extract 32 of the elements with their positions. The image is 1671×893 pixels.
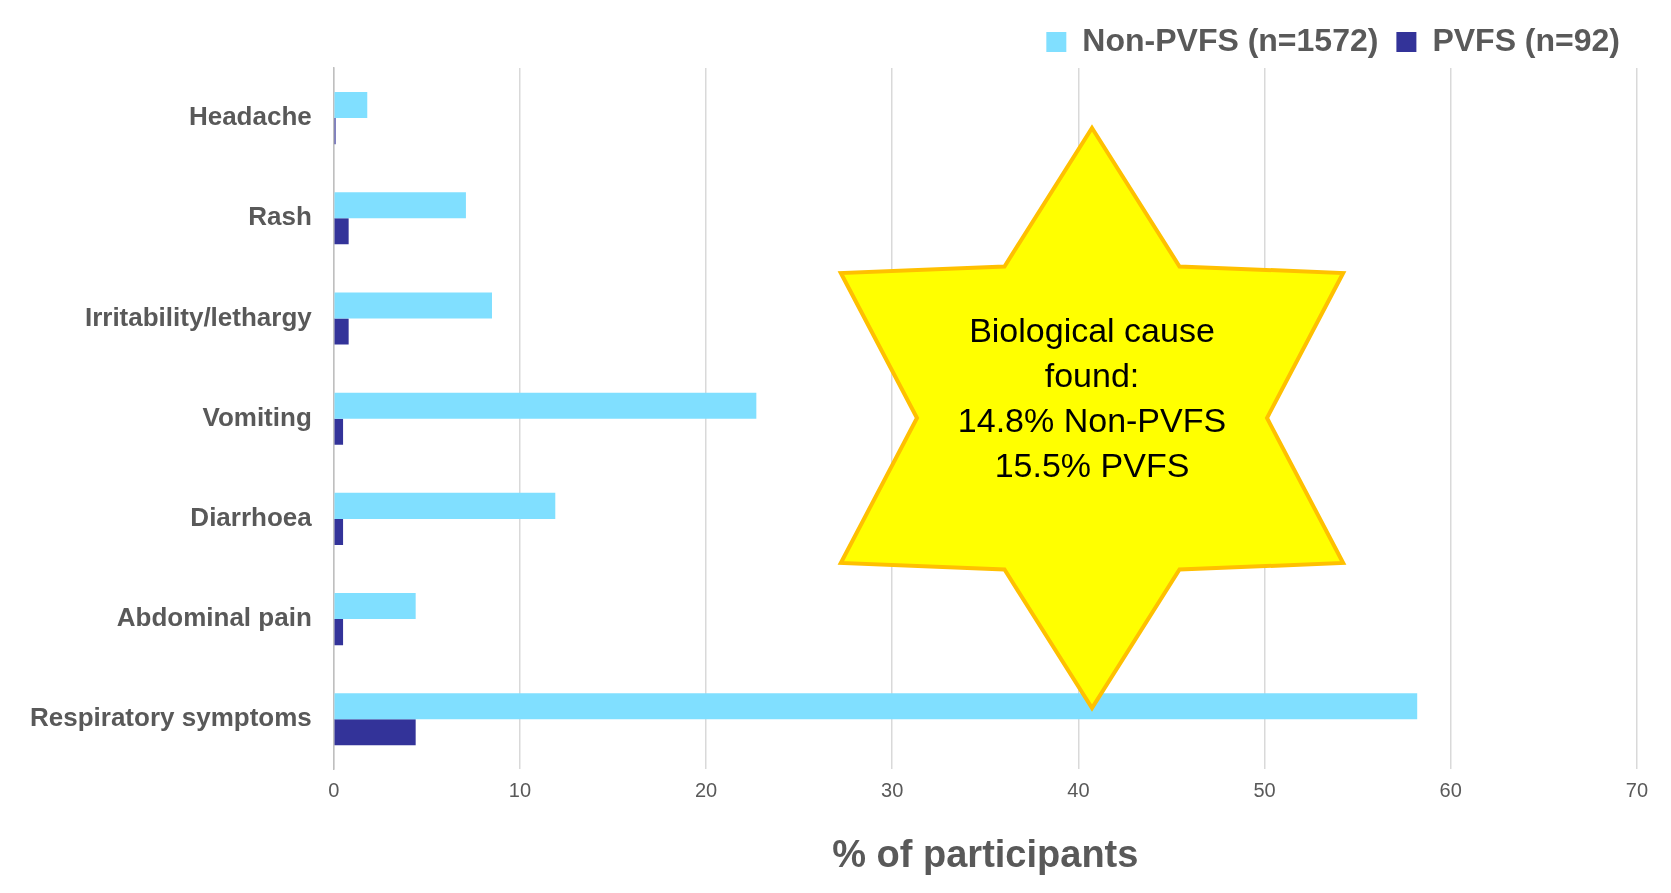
y-tick-label: Irritability/lethargy xyxy=(84,301,313,332)
x-tick-label: 10 xyxy=(508,778,532,801)
y-tick-label: Abdominal pain xyxy=(116,602,312,633)
annotation: Biological cause found: 14.8% Non-PVFS 15.5% PVFS xyxy=(956,310,1228,486)
x-tick-label: 20 xyxy=(694,778,718,801)
bar xyxy=(334,92,368,119)
bar xyxy=(334,392,757,419)
y-tick-label: Rash xyxy=(248,201,312,232)
bar xyxy=(334,292,492,319)
bar xyxy=(334,318,349,345)
bar xyxy=(334,192,466,219)
bar xyxy=(334,719,416,746)
legend-label: PVFS (n=92) xyxy=(1432,21,1620,58)
y-tick-label: Respiratory symptoms xyxy=(29,702,312,733)
bar xyxy=(334,418,344,445)
x-tick-label: 40 xyxy=(1067,778,1090,801)
y-tick-label: Vomiting xyxy=(202,401,312,432)
bar xyxy=(334,218,349,245)
bar xyxy=(334,619,344,646)
bar xyxy=(334,693,1418,720)
x-tick-label: 30 xyxy=(881,778,904,801)
bar xyxy=(334,518,344,545)
bar xyxy=(334,492,556,519)
bar xyxy=(334,593,416,620)
y-tick-label: Headache xyxy=(188,101,312,132)
x-tick-label: 60 xyxy=(1439,778,1462,801)
legend-label: Non-PVFS (n=1572) xyxy=(1082,21,1379,58)
x-axis-title: % of participants xyxy=(832,832,1139,875)
x-tick-label: 70 xyxy=(1625,778,1648,801)
y-tick-label: Diarrhoea xyxy=(190,502,313,533)
x-tick-label: 0 xyxy=(328,778,340,801)
x-tick-label: 50 xyxy=(1253,778,1276,801)
